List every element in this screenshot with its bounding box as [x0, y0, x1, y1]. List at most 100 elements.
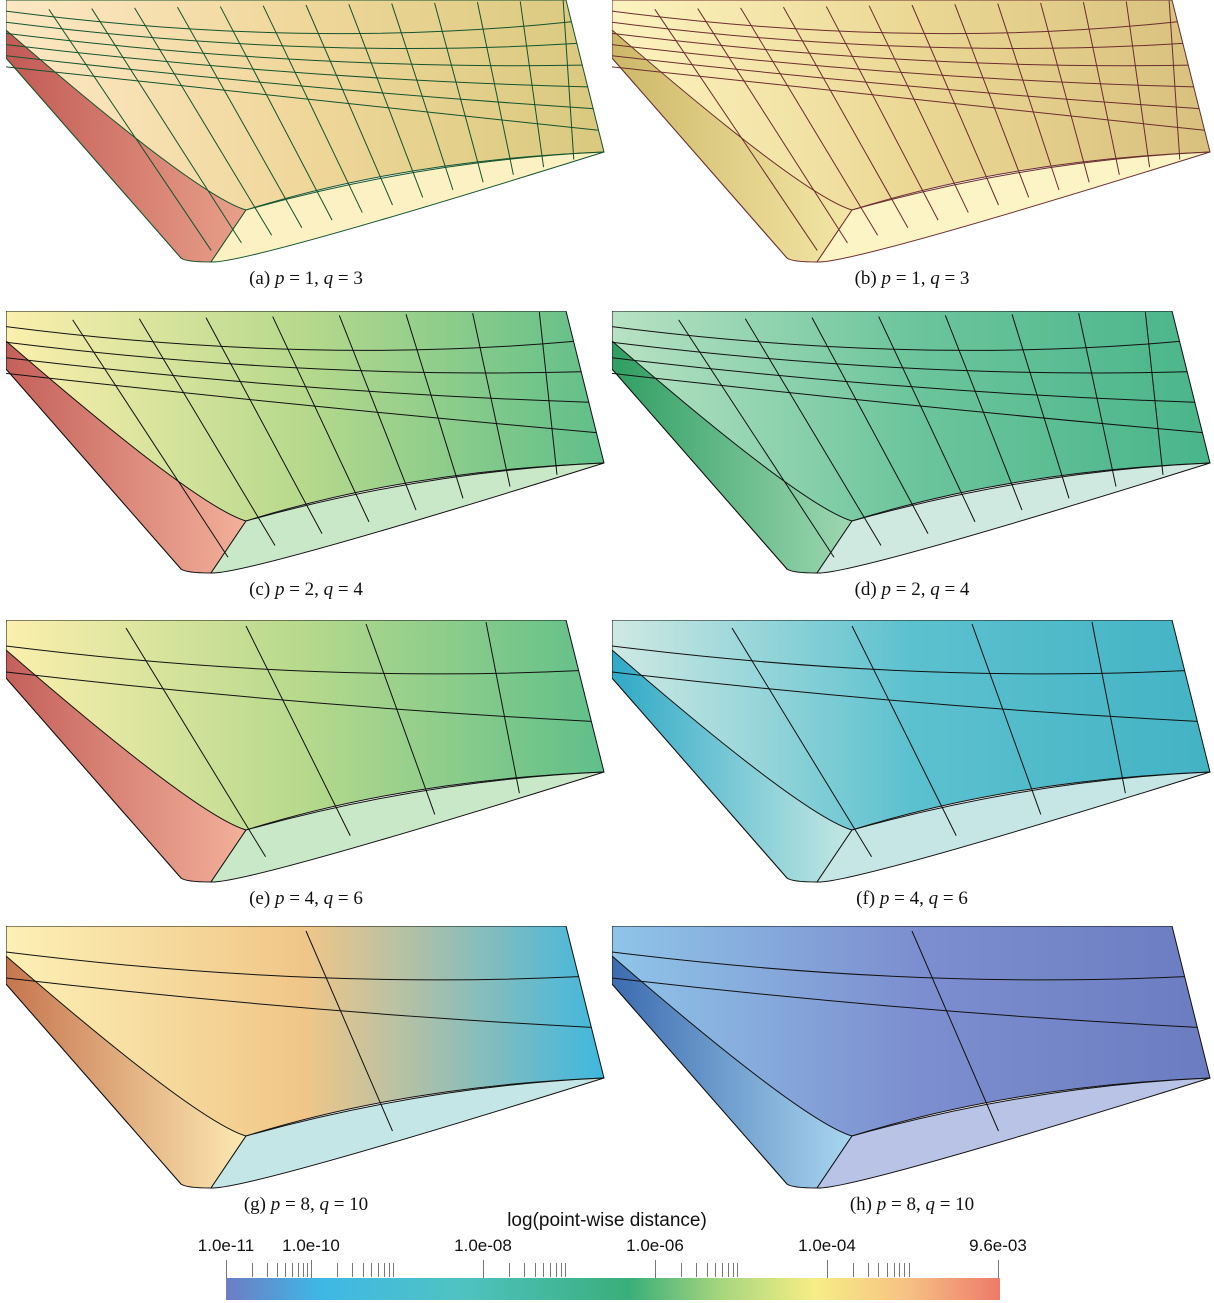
colorbar-tick-label: 9.6e-03 — [969, 1236, 1027, 1255]
mesh-line-f — [851, 625, 957, 836]
colorbar-minor-tick — [852, 1263, 854, 1277]
colorbar-minor-tick — [377, 1263, 379, 1277]
colorbar-minor-tick — [285, 1263, 287, 1277]
colorbar-major-tick — [827, 1260, 828, 1278]
wing-surface-d — [612, 311, 1211, 574]
mesh-curve-c — [6, 372, 597, 434]
colorbar-minor-tick — [352, 1263, 354, 1277]
mesh-line-b — [1168, 0, 1181, 160]
mesh-curve-e — [6, 645, 579, 675]
mesh-line-f — [971, 623, 1042, 815]
caption-label: (c) — [249, 579, 275, 600]
mesh-curve-g — [6, 977, 592, 1028]
caption-p-value: = 1, — [284, 268, 324, 289]
colorbar-minor-tick — [543, 1263, 545, 1277]
caption-q-value: = 4 — [333, 579, 363, 600]
mesh-line-f — [731, 627, 873, 858]
colorbar-minor-tick — [524, 1263, 526, 1277]
lower-surface-a — [210, 151, 605, 263]
colorbar-minor-tick — [680, 1263, 682, 1277]
mesh-curve-a — [6, 44, 588, 88]
caption-p-value: = 8, — [886, 1194, 926, 1215]
mesh-curve-d — [612, 357, 1195, 403]
mesh-line-c — [272, 316, 370, 523]
colorbar — [226, 1278, 1000, 1300]
colorbar-minor-tick — [893, 1263, 895, 1277]
wing-panel-c — [6, 311, 606, 576]
caption-label: (e) — [249, 888, 275, 909]
caption-q-value: = 4 — [939, 579, 970, 600]
wing-panel-e — [6, 620, 606, 885]
mesh-line-d — [744, 318, 882, 546]
colorbar-minor-tick — [297, 1263, 299, 1277]
mesh-curve-b — [612, 44, 1194, 88]
mesh-line-a — [305, 4, 393, 206]
caption-label: (b) — [854, 268, 882, 289]
mesh-curve-d — [612, 341, 1188, 374]
colorbar-minor-tick — [307, 1263, 309, 1277]
caption-c: (c) p = 2, q = 4 — [6, 579, 606, 601]
wing-panel-a — [6, 0, 606, 265]
colorbar-tick-label: 1.0e-10 — [282, 1236, 340, 1255]
mesh-curve-c — [6, 326, 574, 351]
wing-panel-d — [612, 311, 1212, 576]
leading-edge-f — [612, 649, 853, 883]
caption-q-value: = 3 — [939, 268, 970, 289]
leading-edge-c — [6, 340, 247, 574]
lower-surface-f — [816, 771, 1211, 883]
colorbar-minor-tick — [727, 1263, 729, 1277]
colorbar-minor-tick — [549, 1263, 551, 1277]
colorbar-title: log(point-wise distance) — [507, 1210, 707, 1231]
colorbar-minor-tick — [555, 1263, 557, 1277]
caption-p-symbol: p — [274, 888, 285, 909]
mesh-line-a — [519, 1, 545, 168]
wing-surface-a — [6, 0, 605, 263]
colorbar-minor-tick — [362, 1263, 364, 1277]
mesh-line-e — [125, 627, 267, 858]
mesh-line-d — [678, 319, 835, 558]
colorbar-minor-tick — [706, 1263, 708, 1277]
colorbar-tick-label: 1.0e-06 — [626, 1236, 684, 1255]
caption-q-symbol: q — [930, 268, 940, 289]
wing-panel-b — [612, 0, 1212, 265]
colorbar-minor-tick — [867, 1263, 869, 1277]
mesh-line-b — [1082, 2, 1120, 175]
caption-p-symbol: p — [881, 268, 891, 289]
caption-p-symbol: p — [274, 579, 285, 600]
wing-surface-e — [6, 620, 605, 883]
colorbar-major-tick — [998, 1260, 999, 1278]
mesh-line-a — [348, 4, 424, 198]
colorbar-minor-tick — [508, 1263, 510, 1277]
caption-label: (d) — [854, 579, 882, 600]
colorbar-minor-tick — [565, 1263, 567, 1277]
mesh-line-b — [868, 5, 969, 213]
mesh-curve-h — [612, 977, 1198, 1028]
caption-q-symbol: q — [323, 888, 334, 909]
caption-g: (g) p = 8, q = 10 — [6, 1194, 606, 1216]
caption-q-value: = 6 — [333, 888, 363, 909]
colorbar-minor-tick — [560, 1263, 562, 1277]
lower-surface-h — [816, 1077, 1211, 1189]
caption-q-value: = 6 — [938, 888, 968, 909]
colorbar-minor-tick — [534, 1263, 536, 1277]
mesh-curve-c — [6, 341, 582, 374]
colorbar-minor-tick — [371, 1263, 373, 1277]
mesh-line-b — [1040, 2, 1090, 183]
colorbar-major-tick — [655, 1260, 656, 1278]
mesh-line-d — [1144, 312, 1164, 475]
mesh-curve-a — [6, 10, 572, 35]
mesh-curve-h — [612, 951, 1185, 981]
colorbar-major-tick — [483, 1260, 484, 1278]
mesh-curve-f — [612, 645, 1185, 675]
colorbar-minor-tick — [388, 1263, 390, 1277]
mesh-line-c — [472, 313, 511, 487]
mesh-line-g — [305, 930, 393, 1132]
wing-surface-g — [6, 926, 605, 1189]
mesh-line-d — [1011, 314, 1070, 499]
mesh-line-c — [405, 314, 464, 499]
wing-surface-c — [6, 311, 605, 574]
colorbar-minor-tick — [251, 1263, 253, 1277]
caption-p-value: = 1, — [890, 268, 931, 289]
caption-label: (h) — [849, 1194, 877, 1215]
caption-p-symbol: p — [879, 888, 890, 909]
